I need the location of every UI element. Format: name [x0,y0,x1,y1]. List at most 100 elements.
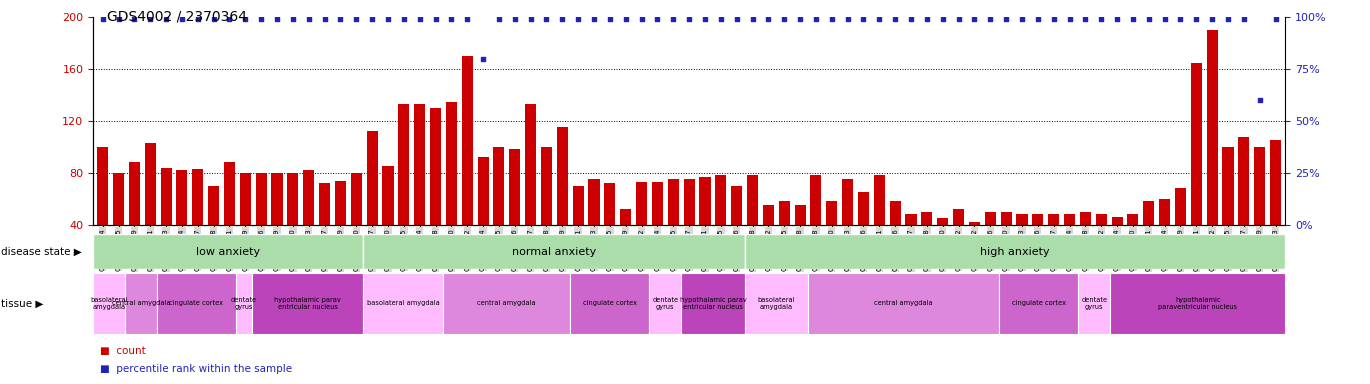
Bar [399,104,410,276]
Bar [1222,147,1233,276]
Point [599,16,621,22]
Text: cingulate cortex: cingulate cortex [170,300,223,306]
Point [1074,16,1096,22]
Bar [681,273,745,334]
Point [362,16,384,22]
Bar [1254,147,1266,276]
Point [869,16,891,22]
Point [1043,16,1064,22]
Bar [93,234,363,269]
Point [948,16,970,22]
Bar [649,273,681,334]
Bar [367,131,378,276]
Bar [999,273,1078,334]
Point [806,16,827,22]
Bar [256,173,267,276]
Bar [745,234,1285,269]
Bar [145,143,156,276]
Bar [1238,137,1249,276]
Bar [763,205,774,276]
Bar [1000,212,1011,276]
Point [917,16,938,22]
Bar [745,273,808,334]
Point [662,16,684,22]
Point [203,16,225,22]
Point [186,16,208,22]
Text: cingulate cortex: cingulate cortex [582,300,637,306]
Point [1011,16,1033,22]
Point [504,16,526,22]
Bar [969,222,980,276]
Bar [652,182,663,276]
Bar [778,201,789,276]
Point [773,16,795,22]
Bar [430,108,441,276]
Bar [621,209,632,276]
Bar [906,214,917,276]
Text: normal anxiety: normal anxiety [512,247,596,257]
Point [140,16,162,22]
Point [1028,16,1049,22]
Bar [493,147,504,276]
Text: basolateral
amygdala: basolateral amygdala [90,297,127,310]
Bar [271,173,282,276]
Text: central amygdala: central amygdala [874,300,933,306]
Text: dentate
gyrus: dentate gyrus [232,297,258,310]
Point [695,16,717,22]
Point [251,16,273,22]
Point [963,16,985,22]
Bar [808,273,999,334]
Bar [1064,214,1075,276]
Point [900,16,922,22]
Point [1154,16,1175,22]
Bar [1078,273,1110,334]
Point [1059,16,1081,22]
Point [282,16,304,22]
Bar [1143,201,1155,276]
Point [567,16,589,22]
Bar [1159,199,1170,276]
Bar [570,273,649,334]
Point [551,16,573,22]
Point [710,16,732,22]
Bar [478,157,489,276]
Bar [1111,217,1122,276]
Bar [112,173,125,276]
Bar [129,162,140,276]
Text: cingulate cortex: cingulate cortex [1011,300,1066,306]
Point [377,16,399,22]
Point [488,16,510,22]
Point [393,16,415,22]
Text: low anxiety: low anxiety [196,247,260,257]
Text: dentate
gyrus: dentate gyrus [652,297,678,310]
Point [980,16,1001,22]
Bar [363,273,443,334]
Bar [414,104,425,276]
Bar [462,56,473,276]
Bar [843,179,854,276]
Point [329,16,351,22]
Point [630,16,652,22]
Bar [573,186,584,276]
Point [1091,16,1112,22]
Point [1248,97,1270,103]
Bar [541,147,552,276]
Bar [1128,214,1138,276]
Point [584,16,606,22]
Bar [93,273,125,334]
Bar [715,175,726,276]
Point [1233,16,1255,22]
Bar [510,149,521,276]
Text: dentate
gyrus: dentate gyrus [1081,297,1107,310]
Bar [160,168,171,276]
Bar [97,147,108,276]
Text: central amygdala: central amygdala [111,300,170,306]
Text: GDS4002 / 2370364: GDS4002 / 2370364 [107,10,247,23]
Bar [747,175,758,276]
Bar [252,273,363,334]
Point [1265,16,1286,22]
Bar [889,201,900,276]
Bar [156,273,236,334]
Point [1170,16,1192,22]
Point [1201,16,1223,22]
